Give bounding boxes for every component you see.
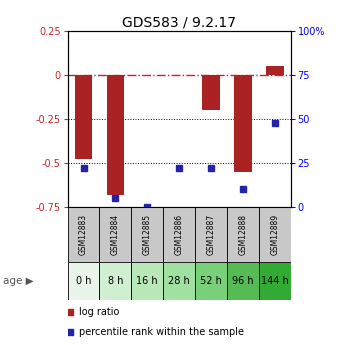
Text: 0 h: 0 h (76, 276, 91, 286)
Bar (68, 207, 99, 262)
Bar (107, 75, 124, 195)
Text: 28 h: 28 h (168, 276, 190, 286)
Bar (99, 207, 131, 262)
Text: GSM12887: GSM12887 (207, 214, 216, 255)
Text: 144 h: 144 h (261, 276, 289, 286)
Bar (68, 262, 99, 300)
Text: age ▶: age ▶ (3, 276, 34, 286)
Text: GSM12889: GSM12889 (270, 214, 279, 255)
Text: 96 h: 96 h (232, 276, 254, 286)
Bar (259, 207, 291, 262)
Text: percentile rank within the sample: percentile rank within the sample (79, 327, 244, 337)
Text: GSM12885: GSM12885 (143, 214, 152, 255)
Text: 8 h: 8 h (107, 276, 123, 286)
Bar (227, 262, 259, 300)
Text: GSM12884: GSM12884 (111, 214, 120, 255)
Bar (259, 262, 291, 300)
Bar (266, 66, 284, 75)
Text: 52 h: 52 h (200, 276, 222, 286)
Bar (131, 262, 163, 300)
Bar (202, 75, 220, 110)
Text: 16 h: 16 h (137, 276, 158, 286)
Bar (163, 262, 195, 300)
Text: GSM12883: GSM12883 (79, 214, 88, 255)
Text: GSM12886: GSM12886 (175, 214, 184, 255)
Bar (227, 207, 259, 262)
Bar (75, 75, 92, 159)
Bar (131, 207, 163, 262)
Bar (99, 262, 131, 300)
Text: log ratio: log ratio (79, 307, 119, 317)
Bar (195, 262, 227, 300)
Bar (234, 75, 251, 172)
Bar (195, 207, 227, 262)
Title: GDS583 / 9.2.17: GDS583 / 9.2.17 (122, 16, 236, 30)
Text: GSM12888: GSM12888 (238, 214, 247, 255)
Bar (163, 207, 195, 262)
